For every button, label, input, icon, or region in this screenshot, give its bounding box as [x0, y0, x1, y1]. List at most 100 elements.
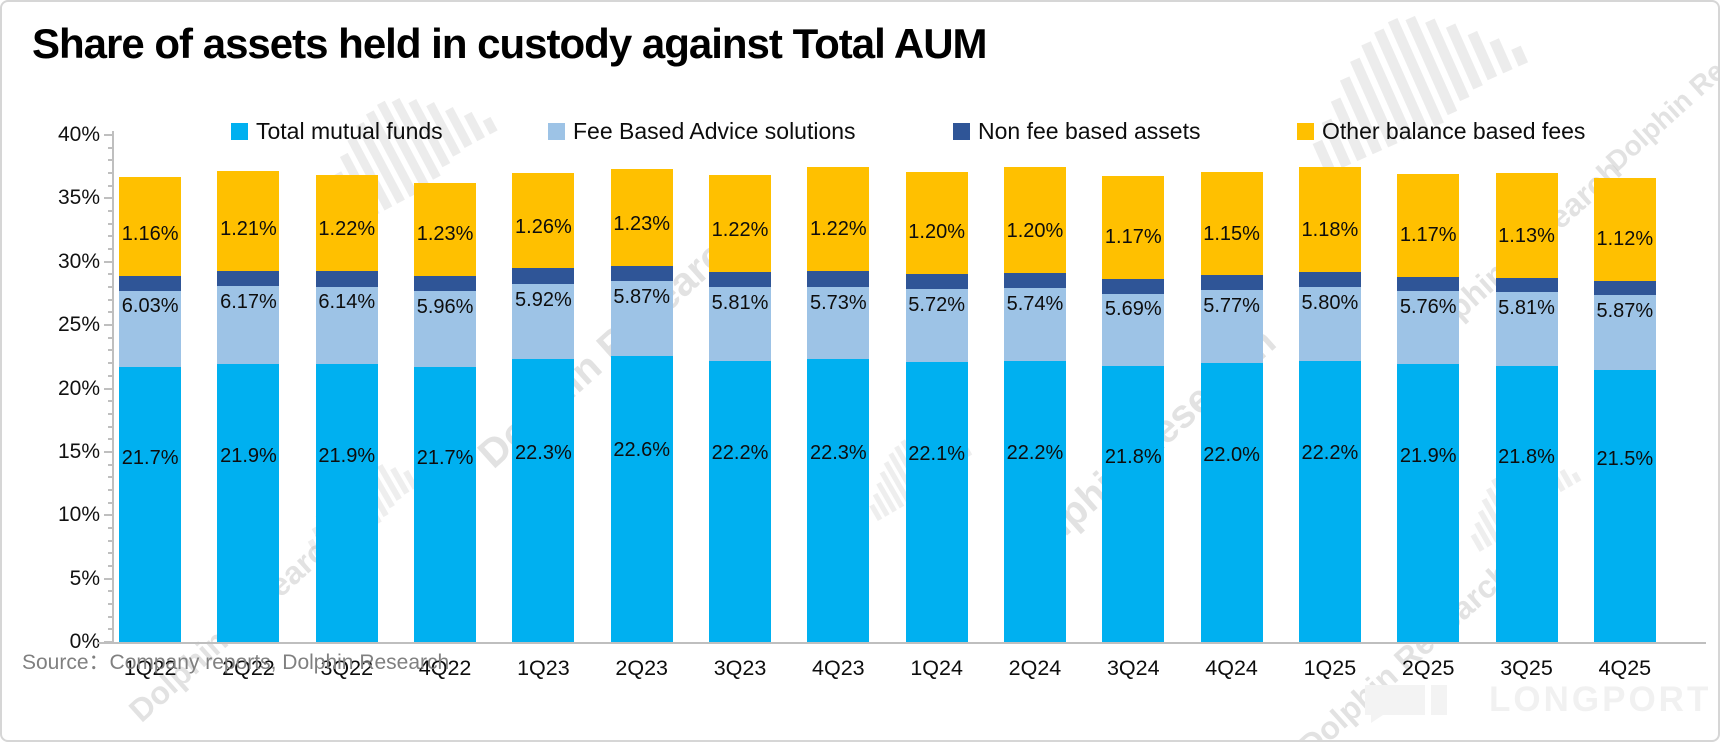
- segment-non-fee-based: [119, 275, 182, 291]
- y-axis-label: 15%: [57, 439, 100, 463]
- segment-fee-based-advice: [1397, 291, 1460, 365]
- y-axis-minor-tick: [108, 286, 114, 289]
- y-axis-minor-tick: [108, 412, 114, 415]
- segment-total-mutual-funds: [1593, 369, 1656, 642]
- label-total-mutual-funds: 22.3%: [809, 441, 867, 464]
- bar-column-2q23: 22.6% 5.87% 1.23% 2Q23: [593, 135, 691, 680]
- y-axis-minor-tick: [108, 628, 114, 631]
- bar-column-4q23: 22.3% 5.73% 1.22% 4Q23: [789, 135, 887, 680]
- x-axis-label: 1Q23: [517, 656, 570, 680]
- y-axis-minor-tick: [108, 539, 114, 542]
- x-axis-label: 1Q25: [1303, 656, 1357, 680]
- segment-non-fee-based: [610, 265, 673, 282]
- label-non-fee-based: 1.20%: [1006, 219, 1064, 242]
- segment-other-balance-fees: [709, 175, 772, 272]
- plot-area: 21.7% 6.03% 1.16% 1Q22 21.9% 6.17% 1.21% 2Q22 21…: [101, 135, 1674, 680]
- y-axis-label: 40%: [57, 123, 100, 146]
- label-fee-based-advice: 6.17%: [220, 291, 277, 314]
- segment-total-mutual-funds: [807, 359, 870, 642]
- y-axis-minor-tick: [108, 146, 114, 149]
- segment-fee-based-advice: [905, 289, 968, 362]
- segment-non-fee-based: [1495, 277, 1558, 293]
- segment-non-fee-based: [1397, 276, 1460, 292]
- label-total-mutual-funds: 21.9%: [220, 445, 277, 468]
- legend-swatch-icon: [953, 123, 970, 140]
- segment-fee-based-advice: [610, 281, 673, 356]
- segment-non-fee-based: [414, 275, 477, 292]
- segment-total-mutual-funds: [119, 366, 182, 642]
- x-axis-label: 2Q22: [222, 656, 275, 680]
- segment-non-fee-based: [709, 271, 772, 287]
- legend-label: Fee Based Advice solutions: [573, 118, 856, 144]
- label-non-fee-based: 1.17%: [1104, 225, 1162, 248]
- segment-other-balance-fees: [905, 171, 968, 275]
- y-axis-label: 0%: [69, 630, 100, 653]
- segment-fee-based-advice: [1593, 295, 1656, 370]
- label-total-mutual-funds: 21.5%: [1596, 448, 1654, 471]
- segment-other-balance-fees: [512, 173, 575, 269]
- label-fee-based-advice: 5.92%: [515, 289, 572, 312]
- x-axis-label: 3Q22: [320, 656, 374, 680]
- segment-total-mutual-funds: [315, 364, 378, 642]
- y-axis-minor-tick: [108, 235, 114, 238]
- y-axis-major-tick: [104, 260, 114, 263]
- label-non-fee-based: 1.23%: [416, 223, 474, 245]
- bar-column-3q24: 21.8% 5.69% 1.17% 3Q24: [1084, 135, 1182, 680]
- y-axis-minor-tick: [108, 425, 114, 428]
- bar-column-1q22: 21.7% 6.03% 1.16% 1Q22: [101, 135, 199, 680]
- segment-fee-based-advice: [512, 284, 575, 360]
- bar-column-3q23: 22.2% 5.81% 1.22% 3Q23: [691, 135, 789, 680]
- segment-other-balance-fees: [1593, 178, 1656, 281]
- y-axis-label: 35%: [57, 186, 100, 210]
- label-fee-based-advice: 5.69%: [1104, 298, 1162, 321]
- x-axis-label: 2Q23: [615, 656, 669, 680]
- segment-total-mutual-funds: [905, 361, 968, 642]
- x-axis-line: [98, 642, 1706, 644]
- label-fee-based-advice: 6.03%: [121, 295, 179, 318]
- label-non-fee-based: 1.26%: [515, 215, 572, 238]
- y-axis-label: 25%: [57, 313, 100, 337]
- y-axis-minor-tick: [108, 400, 114, 403]
- legend-label: Non fee based assets: [978, 118, 1201, 144]
- bar-column-4q25: 21.5% 5.87% 1.12% 4Q25: [1576, 135, 1674, 680]
- segment-other-balance-fees: [1397, 173, 1460, 277]
- bar-column-3q22: 21.9% 6.14% 1.22% 3Q22: [298, 135, 396, 680]
- segment-total-mutual-funds: [414, 366, 477, 642]
- segment-other-balance-fees: [610, 169, 673, 266]
- legend-item-non-fee-based-assets: Non fee based assets: [953, 118, 1200, 145]
- bar-column-1q24: 22.1% 5.72% 1.20% 1Q24: [888, 135, 986, 680]
- legend-label: Other balance based fees: [1322, 118, 1586, 144]
- label-fee-based-advice: 5.76%: [1399, 296, 1457, 319]
- x-axis-label: 4Q25: [1598, 656, 1652, 680]
- y-axis-minor-tick: [108, 349, 114, 352]
- legend-label: Total mutual funds: [256, 118, 443, 144]
- segment-other-balance-fees: [1298, 166, 1361, 273]
- y-axis-minor-tick: [108, 273, 114, 276]
- label-non-fee-based: 1.13%: [1498, 224, 1555, 247]
- label-total-mutual-funds: 22.3%: [515, 441, 572, 464]
- y-axis-minor-tick: [108, 488, 114, 491]
- x-axis-label: 4Q23: [812, 656, 865, 680]
- segment-non-fee-based: [1298, 272, 1361, 288]
- segment-total-mutual-funds: [217, 364, 280, 642]
- y-axis-minor-tick: [108, 374, 114, 377]
- segment-total-mutual-funds: [1298, 360, 1361, 642]
- y-axis-minor-tick: [108, 438, 114, 441]
- legend-swatch-icon: [548, 123, 565, 140]
- longport-logo-icon: [1365, 685, 1447, 723]
- label-total-mutual-funds: 21.9%: [1399, 445, 1457, 468]
- segment-fee-based-advice: [1200, 290, 1263, 364]
- longport-watermark: LONGPORT: [1489, 680, 1712, 719]
- y-axis-minor-tick: [108, 526, 114, 529]
- label-non-fee-based: 1.17%: [1399, 223, 1457, 246]
- x-axis-label: 1Q24: [910, 656, 963, 680]
- segment-fee-based-advice: [1102, 293, 1165, 366]
- label-non-fee-based: 1.23%: [613, 212, 671, 235]
- segment-other-balance-fees: [315, 174, 378, 272]
- segment-fee-based-advice: [1003, 287, 1066, 361]
- label-total-mutual-funds: 22.2%: [1301, 442, 1359, 465]
- label-non-fee-based: 1.21%: [220, 218, 277, 241]
- label-total-mutual-funds: 21.7%: [121, 446, 179, 469]
- label-total-mutual-funds: 21.9%: [318, 445, 376, 468]
- x-axis-label: 3Q25: [1500, 656, 1553, 680]
